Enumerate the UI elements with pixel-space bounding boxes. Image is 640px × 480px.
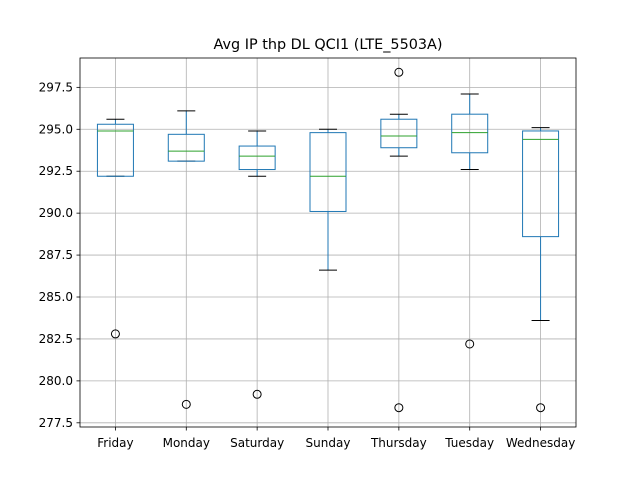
x-tick-label-sunday: Sunday: [306, 436, 351, 450]
iqr-box: [522, 130, 560, 238]
y-tick-label: 282.5: [39, 332, 73, 346]
x-axis: Friday Monday Saturday Sunday Thursday Tuesda…: [97, 427, 575, 450]
x-tick-label-monday: Monday: [163, 436, 210, 450]
outlier-point: [465, 339, 475, 349]
y-tick-label: 287.5: [39, 248, 73, 262]
outlier-point: [181, 399, 191, 409]
x-tick-label-wednesday: Wednesday: [506, 436, 575, 450]
box-wednesday: [522, 127, 560, 413]
box-series: [96, 67, 560, 413]
box-thursday: [380, 67, 418, 413]
chart-title: Avg IP thp DL QCI1 (LTE_5503A): [213, 37, 442, 53]
x-tick-label-tuesday: Tuesday: [444, 436, 494, 450]
y-tick-label: 290.0: [39, 206, 73, 220]
y-tick-label: 292.5: [39, 164, 73, 178]
y-tick-label: 297.5: [39, 80, 73, 94]
box-monday: [167, 110, 205, 409]
outlier-point: [252, 389, 262, 399]
y-tick-label: 277.5: [39, 416, 73, 430]
box-friday: [96, 118, 134, 339]
x-tick-label-saturday: Saturday: [230, 436, 284, 450]
y-tick-label: 295.0: [39, 122, 73, 136]
iqr-box: [309, 132, 347, 212]
y-tick-label: 285.0: [39, 290, 73, 304]
x-tick-label-friday: Friday: [97, 436, 133, 450]
box-sunday: [309, 128, 347, 271]
outlier-point: [394, 67, 404, 77]
y-axis: 277.5 280.0 282.5 285.0 287.5 290.0 292.5 295.0…: [39, 80, 80, 430]
iqr-box: [238, 145, 276, 171]
box-tuesday: [451, 93, 489, 349]
y-tick-label: 280.0: [39, 374, 73, 388]
iqr-box: [380, 118, 418, 149]
iqr-box: [451, 113, 489, 154]
x-tick-label-thursday: Thursday: [370, 436, 427, 450]
box-saturday: [238, 130, 276, 399]
outlier-point: [536, 403, 546, 413]
outlier-point: [394, 403, 404, 413]
outlier-point: [110, 329, 120, 339]
iqr-box: [96, 123, 134, 177]
iqr-box: [167, 133, 205, 162]
